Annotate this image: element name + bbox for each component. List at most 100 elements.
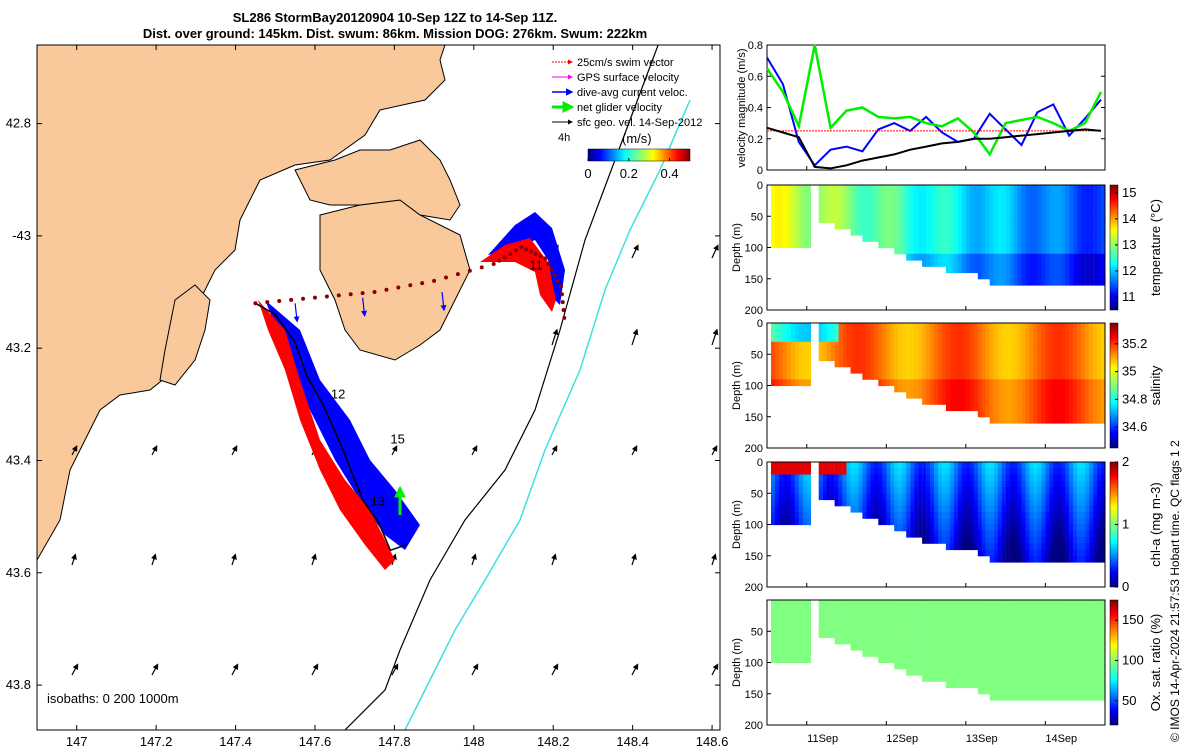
section-cell: [993, 543, 998, 551]
section-cell: [1089, 549, 1094, 557]
section-cell: [898, 650, 903, 657]
section-cell: [953, 631, 959, 639]
section-cell: [894, 487, 899, 494]
section-cell: [886, 493, 891, 501]
sfc-arrow: [551, 445, 558, 456]
section-cell: [1013, 203, 1018, 211]
section-cell: [794, 480, 799, 488]
section-cell: [782, 197, 788, 205]
section-cell: [1045, 493, 1050, 501]
section-cell: [926, 247, 931, 255]
section-cell: [778, 329, 784, 337]
section-cell: [1049, 335, 1054, 343]
section-cell: [878, 493, 883, 501]
section-cell: [1081, 210, 1086, 217]
section-cell: [1073, 618, 1078, 626]
section-cell: [790, 329, 796, 337]
section-cell: [1005, 360, 1010, 368]
section-cell: [918, 499, 923, 507]
section-cell: [902, 341, 907, 349]
section-cell: [898, 505, 903, 513]
section-cell: [906, 222, 911, 230]
section-cell: [985, 323, 990, 330]
section-cell: [1045, 247, 1050, 255]
section-cell: [1037, 687, 1042, 695]
section-cell: [918, 379, 923, 387]
section-cell: [850, 185, 855, 192]
section-cell: [850, 487, 855, 494]
section-cell: [922, 366, 927, 374]
section-cell: [1013, 379, 1018, 387]
section-cell: [894, 637, 899, 645]
section-cell: [981, 354, 986, 362]
section-cell: [1041, 530, 1046, 538]
section-cell: [1025, 637, 1030, 645]
section-cell: [977, 373, 982, 380]
section-cell: [957, 668, 963, 676]
section-cell: [1009, 260, 1014, 267]
section-cell: [997, 512, 1002, 519]
section-cell: [989, 499, 994, 507]
section-cell: [1049, 681, 1054, 689]
section-cell: [1033, 656, 1038, 664]
section-cell: [910, 341, 915, 349]
section-cell: [806, 235, 811, 242]
section-cell: [1017, 210, 1022, 217]
section-cell: [838, 191, 843, 199]
section-cell: [1041, 247, 1046, 255]
section-cell: [938, 512, 943, 519]
section-cell: [771, 354, 776, 362]
section-cell: [1001, 354, 1006, 362]
section-cell: [894, 618, 899, 626]
map-x-tick-label: 147: [66, 734, 88, 749]
section-cell: [981, 462, 986, 469]
section-cell: [1093, 474, 1098, 482]
section-cell: [862, 487, 867, 494]
section-cell: [938, 398, 943, 405]
section-cell: [1069, 681, 1074, 689]
section-cell: [961, 537, 966, 544]
section-cell: [969, 216, 974, 224]
section-cell: [1057, 474, 1062, 482]
section-cell: [858, 216, 863, 224]
section-cell: [926, 675, 931, 682]
section-cell: [1021, 253, 1026, 261]
section-cell: [918, 385, 923, 393]
section-cell: [977, 379, 982, 387]
section-cell: [1017, 675, 1022, 682]
section-cell: [1093, 612, 1098, 620]
section-cell: [969, 228, 974, 236]
section-cell: [1049, 524, 1054, 532]
section-cell: [949, 323, 955, 330]
section-cell: [1033, 681, 1038, 689]
section-cell: [818, 348, 823, 355]
section-cell: [1033, 650, 1038, 657]
section-cell: [953, 637, 959, 645]
section-cell: [1017, 335, 1022, 343]
section-cell: [842, 606, 847, 614]
section-cell: [794, 625, 799, 632]
section-cell: [1005, 335, 1010, 343]
section-cell: [1041, 656, 1046, 664]
section-cell: [1041, 416, 1046, 424]
section-cell: [945, 323, 951, 330]
section-cell: [1033, 480, 1038, 488]
section-cell: [1045, 197, 1050, 205]
section-cell: [826, 606, 831, 614]
section-cell: [858, 606, 863, 614]
section-cell: [1061, 235, 1066, 242]
section-cell: [1037, 499, 1042, 507]
time-x-ticks: 11Sep 12Sep 13Sep 14Sep: [806, 166, 1077, 745]
section-cell: [1041, 518, 1046, 526]
section-cell: [1037, 266, 1042, 274]
section-cell: [1085, 637, 1090, 645]
section-cell: [1045, 474, 1050, 482]
section-cell: [1069, 662, 1074, 670]
section-cell: [846, 185, 851, 192]
section-cell: [977, 341, 982, 349]
section-cell: [997, 625, 1002, 632]
section-cell: [858, 474, 863, 482]
section-cell: [890, 379, 895, 387]
day-label: 15: [390, 432, 404, 447]
section-cell: [989, 656, 994, 664]
